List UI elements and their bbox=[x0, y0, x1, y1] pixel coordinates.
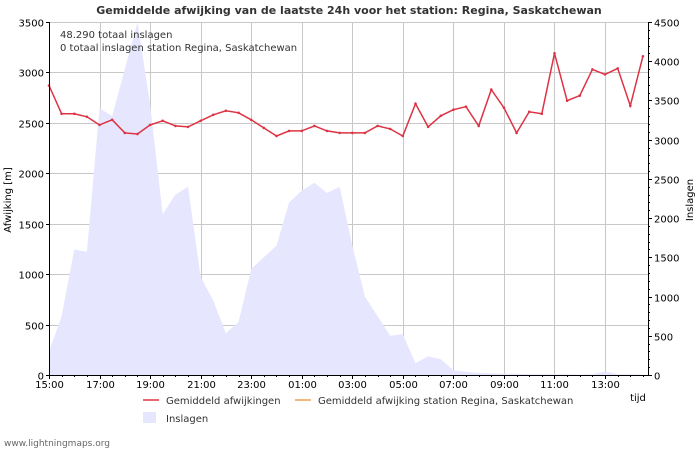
afwijking-point bbox=[591, 68, 594, 71]
x-tick-label: 23:00 bbox=[237, 380, 266, 391]
x-tick-label: 03:00 bbox=[338, 380, 367, 391]
afwijking-point bbox=[376, 124, 379, 128]
y-left-tick-label: 500 bbox=[25, 322, 44, 333]
afwijking-point bbox=[110, 118, 114, 122]
afwijking-point bbox=[388, 127, 392, 131]
y-right-tick-label: 2500 bbox=[654, 176, 679, 187]
x-tick-label: 13:00 bbox=[591, 380, 620, 391]
y-right-tick-label: 3500 bbox=[654, 97, 679, 108]
x-tick-label: 05:00 bbox=[389, 380, 418, 391]
afwijking-point bbox=[249, 118, 253, 122]
afwijking-point bbox=[338, 131, 342, 135]
afwijking-point bbox=[300, 129, 304, 133]
y-left-tick-label: 3000 bbox=[19, 69, 44, 80]
afwijking-point bbox=[85, 115, 89, 119]
afwijking-point bbox=[287, 129, 291, 133]
axes: 0 500 1000 1500 2000 2500 3000 3500 0 500 1000 1500… bbox=[19, 19, 680, 392]
x-tick-label: 11:00 bbox=[540, 380, 569, 391]
y-right-tick-label: 4500 bbox=[654, 19, 679, 30]
x-tick-label: 15:00 bbox=[35, 380, 64, 391]
afwijking-point bbox=[363, 131, 367, 135]
x-tick-label: 09:00 bbox=[490, 380, 519, 391]
afwijking-point bbox=[161, 119, 164, 123]
legend: Gemiddeld afwijkingen Gemiddeld afwijkin… bbox=[143, 396, 573, 425]
afwijking-point bbox=[351, 131, 354, 135]
afwijking-point bbox=[439, 114, 443, 118]
afwijking-point bbox=[414, 102, 417, 105]
x-axis-label: tijd bbox=[630, 393, 646, 404]
y-left-tick-label: 1500 bbox=[19, 221, 44, 232]
afwijking-point bbox=[629, 104, 632, 107]
afwijking-point bbox=[212, 113, 215, 117]
afwijking-point bbox=[224, 109, 228, 113]
afwijking-point bbox=[426, 125, 430, 129]
afwijking-point bbox=[565, 99, 569, 102]
afwijking-point bbox=[490, 88, 493, 91]
series-points bbox=[47, 52, 645, 138]
afwijking-point bbox=[148, 123, 152, 127]
afwijking-point bbox=[199, 119, 202, 123]
afwijking-point bbox=[578, 94, 582, 97]
afwijking-point bbox=[515, 131, 518, 135]
y-right-tick-label: 3000 bbox=[654, 137, 679, 148]
x-tick-label: 07:00 bbox=[439, 380, 468, 391]
afwijking-point bbox=[98, 123, 101, 127]
afwijking-point bbox=[464, 105, 468, 108]
afwijking-point bbox=[73, 112, 76, 116]
y-right-tick-label: 4000 bbox=[654, 58, 679, 69]
credit-text: www.lightningmaps.org bbox=[4, 439, 110, 449]
afwijking-point bbox=[452, 108, 455, 111]
afwijking-point bbox=[275, 134, 278, 138]
afwijking-point bbox=[186, 125, 190, 129]
afwijking-point bbox=[603, 73, 607, 76]
x-tick-label: 21:00 bbox=[187, 380, 216, 391]
afwijking-point bbox=[237, 111, 240, 115]
legend-label-inslagen: Inslagen bbox=[166, 414, 208, 425]
y-left-tick-label: 2000 bbox=[19, 170, 44, 181]
series-gemiddeld-afwijkingen-line bbox=[48, 53, 644, 138]
legend-label-station: Gemiddeld afwijking station Regina, Sask… bbox=[318, 396, 573, 407]
afwijking-point bbox=[527, 110, 531, 114]
annotation-total-strikes: 48.290 totaal inslagen bbox=[60, 30, 172, 41]
afwijking-point bbox=[502, 106, 506, 109]
y-right-tick-label: 1500 bbox=[654, 254, 679, 265]
afwijking-point bbox=[553, 52, 556, 55]
annotation-station-strikes: 0 totaal inslagen station Regina, Saskat… bbox=[60, 43, 297, 54]
series-inslagen-area bbox=[49, 22, 643, 375]
y-left-tick-label: 0 bbox=[38, 372, 44, 383]
x-tick-label: 19:00 bbox=[136, 380, 165, 391]
afwijking-point bbox=[60, 112, 63, 116]
y-right-tick-label: 500 bbox=[654, 333, 673, 344]
legend-swatch-inslagen bbox=[143, 412, 156, 423]
afwijking-point bbox=[262, 126, 266, 130]
afwijking-point bbox=[641, 55, 645, 58]
y-left-tick-label: 2500 bbox=[19, 120, 44, 131]
legend-label-afwijkingen: Gemiddeld afwijkingen bbox=[166, 396, 281, 407]
afwijking-point bbox=[540, 112, 544, 116]
chart-title: Gemiddelde afwijking van de laatste 24h … bbox=[96, 4, 602, 17]
afwijking-point bbox=[401, 134, 405, 138]
afwijking-point bbox=[174, 124, 177, 128]
afwijking-point bbox=[313, 124, 316, 128]
y-right-tick-label: 2000 bbox=[654, 215, 679, 226]
y-left-tick-label: 1000 bbox=[19, 271, 44, 282]
afwijking-point bbox=[477, 124, 481, 128]
afwijking-point bbox=[616, 67, 619, 70]
afwijking-point bbox=[123, 131, 127, 135]
y-right-tick-label: 0 bbox=[654, 372, 660, 383]
afwijking-point bbox=[136, 132, 139, 136]
x-tick-label: 17:00 bbox=[86, 380, 115, 391]
y-axis-left-label: Afwijking [m] bbox=[3, 167, 14, 233]
x-tick-label: 01:00 bbox=[288, 380, 317, 391]
y-left-tick-label: 3500 bbox=[19, 19, 44, 30]
afwijking-point bbox=[325, 129, 329, 133]
y-right-tick-label: 1000 bbox=[654, 294, 679, 305]
y-axis-right-label: Inslagen bbox=[685, 179, 696, 221]
